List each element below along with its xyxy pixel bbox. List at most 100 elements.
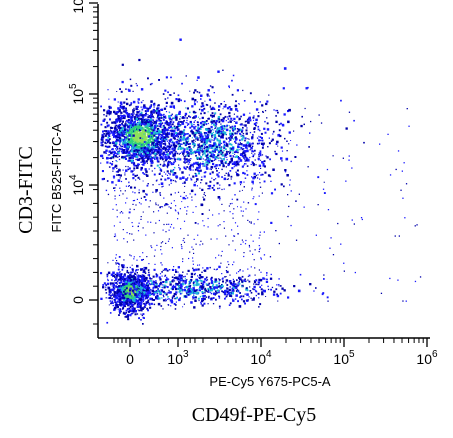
scatter-point [242, 151, 244, 154]
scatter-point [132, 203, 134, 205]
scatter-point [129, 297, 132, 300]
scatter-point [121, 155, 124, 159]
scatter-point [200, 179, 203, 181]
scatter-point [152, 275, 155, 278]
scatter-point [130, 312, 133, 315]
scatter-point [149, 304, 151, 306]
scatter-point [159, 119, 161, 121]
scatter-point [173, 144, 176, 147]
scatter-point [173, 166, 176, 169]
scatter-point [177, 191, 180, 193]
scatter-point [180, 120, 182, 123]
scatter-point [141, 126, 144, 130]
scatter-point [146, 108, 148, 110]
scatter-point [114, 126, 117, 130]
scatter-point [115, 303, 118, 307]
scatter-point [183, 166, 186, 169]
scatter-point [123, 301, 125, 303]
scatter-point [152, 184, 154, 186]
scatter-point [272, 168, 275, 171]
scatter-point [168, 145, 171, 148]
scatter-point [119, 288, 121, 290]
scatter-point [157, 284, 161, 288]
scatter-point [363, 141, 365, 144]
scatter-point [140, 166, 143, 170]
scatter-point [144, 284, 147, 286]
scatter-point [146, 134, 149, 136]
scatter-point [161, 264, 163, 266]
scatter-point [197, 172, 200, 175]
scatter-point [305, 87, 308, 90]
scatter-point [261, 154, 264, 156]
scatter-point [266, 117, 268, 119]
scatter-point [250, 163, 252, 166]
scatter-point [130, 291, 132, 292]
scatter-point [185, 140, 187, 142]
scatter-point [154, 138, 156, 141]
scatter-point [173, 158, 176, 161]
scatter-point [210, 147, 212, 149]
scatter-point [193, 281, 195, 283]
scatter-point [142, 163, 145, 166]
scatter-point [180, 277, 183, 280]
scatter-point [219, 287, 222, 290]
scatter-point [218, 167, 220, 169]
scatter-point [173, 227, 175, 229]
scatter-point [125, 202, 127, 204]
scatter-point [145, 169, 147, 171]
scatter-point [100, 105, 102, 108]
scatter-point [211, 114, 214, 117]
scatter-point [148, 263, 150, 265]
scatter-point [142, 211, 144, 213]
scatter-point [226, 124, 229, 127]
scatter-point [134, 123, 137, 126]
scatter-point [175, 297, 178, 300]
scatter-point [114, 233, 116, 235]
scatter-point [153, 134, 156, 137]
scatter-point [197, 146, 199, 149]
scatter-point [200, 303, 202, 305]
scatter-point [109, 312, 112, 314]
scatter-point [128, 286, 131, 289]
scatter-point [145, 283, 148, 285]
scatter-point [150, 124, 153, 127]
scatter-point [173, 126, 176, 129]
scatter-point [242, 113, 246, 116]
scatter-point [226, 139, 228, 140]
scatter-point [135, 153, 137, 155]
scatter-point [158, 135, 160, 137]
scatter-point [136, 259, 138, 261]
scatter-point [197, 234, 199, 236]
scatter-point [222, 158, 225, 161]
scatter-point [198, 163, 201, 166]
scatter-point [178, 273, 180, 275]
scatter-point [257, 128, 260, 131]
scatter-point [167, 296, 169, 298]
scatter-point [124, 312, 126, 315]
scatter-point [184, 168, 187, 170]
scatter-point [143, 106, 147, 109]
scatter-point [117, 116, 119, 118]
scatter-point [203, 141, 206, 144]
scatter-point [136, 274, 138, 276]
scatter-point [245, 287, 248, 290]
scatter-point [127, 125, 129, 128]
scatter-point [135, 288, 137, 290]
scatter-point [147, 107, 150, 110]
scatter-point [182, 176, 185, 179]
scatter-point [106, 180, 109, 182]
scatter-point [140, 138, 142, 141]
scatter-point [231, 287, 233, 290]
scatter-point [124, 136, 127, 139]
scatter-point [240, 143, 243, 146]
scatter-point [225, 120, 227, 122]
scatter-point [214, 102, 216, 104]
scatter-point [213, 92, 215, 94]
scatter-point [173, 277, 176, 279]
scatter-point [126, 129, 129, 132]
scatter-point [197, 275, 199, 277]
scatter-point [133, 304, 135, 306]
scatter-point [114, 282, 117, 284]
scatter-point [121, 132, 123, 134]
scatter-point [258, 211, 260, 213]
